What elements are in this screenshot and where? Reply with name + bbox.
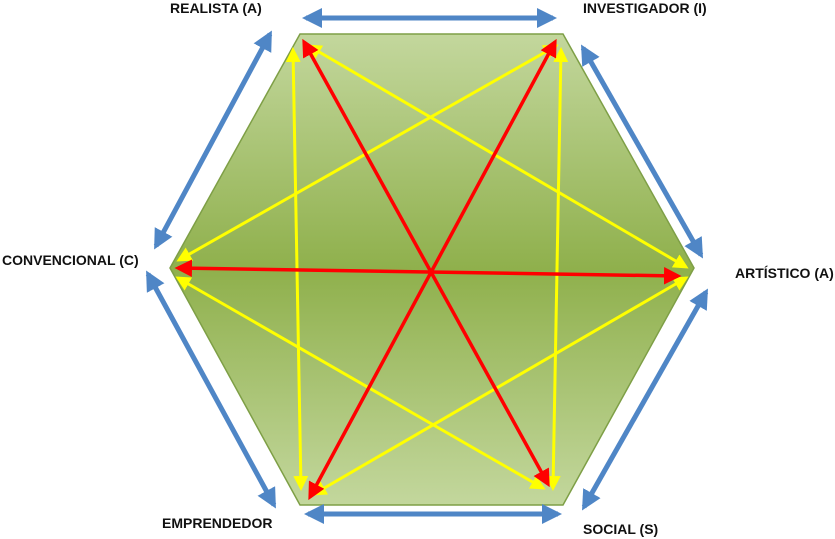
label-investigador: INVESTIGADOR (I) bbox=[583, 0, 707, 16]
label-emprendedor: EMPRENDEDOR bbox=[162, 515, 273, 531]
label-realista: REALISTA (A) bbox=[170, 0, 262, 16]
label-convencional: CONVENCIONAL (C) bbox=[2, 252, 139, 268]
label-social: SOCIAL (S) bbox=[583, 521, 659, 537]
arrow-convencional-artistico bbox=[174, 259, 682, 285]
opposite-arrows bbox=[174, 38, 682, 501]
label-artistico: ARTÍSTICO (A) bbox=[735, 265, 834, 281]
